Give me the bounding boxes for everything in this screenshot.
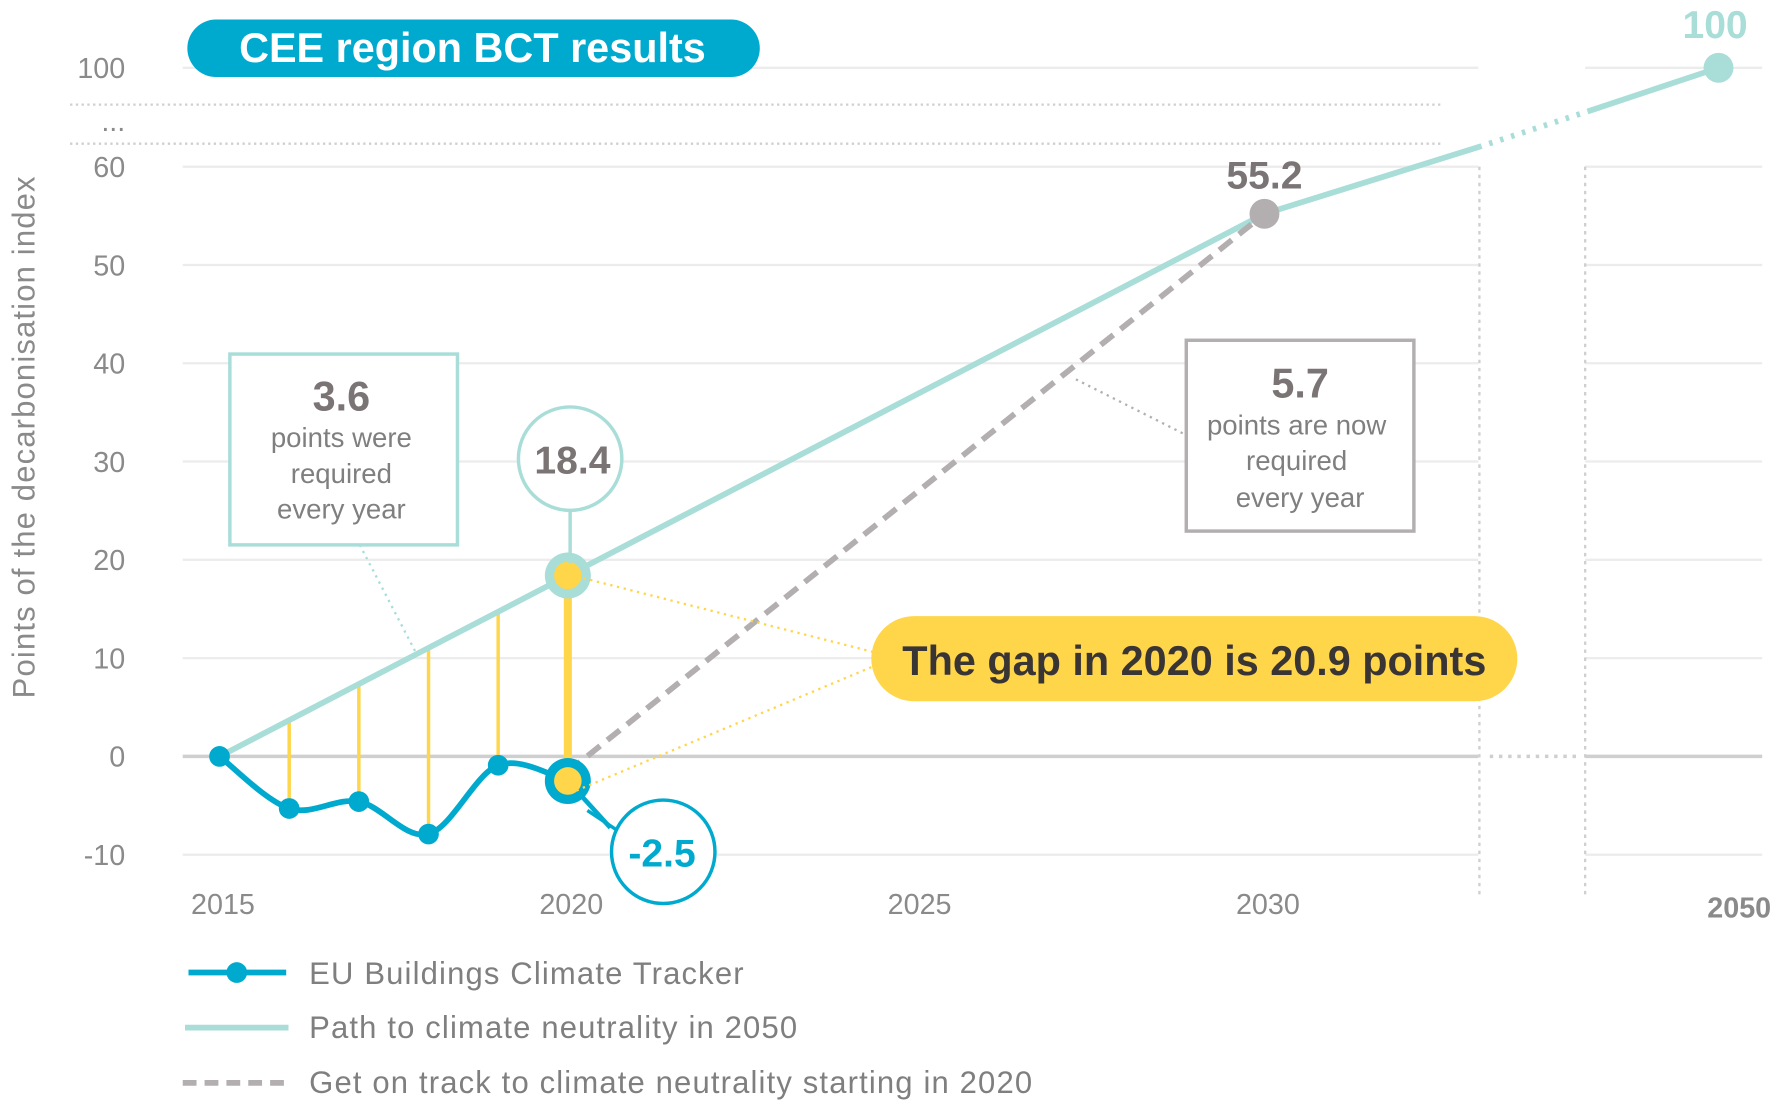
ontrack-point-2030 [1249,198,1280,229]
ontrack-line [566,211,1267,775]
path-point-2050 [1703,52,1734,83]
legend-label: Path to climate neutrality in 2050 [309,1010,798,1045]
tracker-point [209,746,230,767]
path-2020-value: 18.4 [534,440,610,483]
series-marks [209,52,1734,845]
title-badge: CEE region BCT results [187,19,760,78]
legend-label: Get on track to climate neutrality start… [309,1065,1033,1100]
y-tick-label: 100 [77,53,125,85]
tracker-line [217,754,569,838]
path-point-2020-highlight [554,561,582,590]
x-tick-label: 2030 [1236,889,1300,921]
tracker-point [278,798,300,819]
y-tick-label: 0 [109,742,125,774]
x-tick-label: 2050 [1707,892,1771,924]
y-tick-label: 50 [93,250,125,282]
y-tick-label: 60 [93,152,125,184]
legend: EU Buildings Climate Tracker Path to cli… [182,956,1033,1100]
tracker-point-highlight [554,767,582,795]
chart-title: CEE region BCT results [239,25,706,71]
gap-annotation: The gap in 2020 is 20.9 points [569,573,1518,795]
required-now-value: 5.7 [1271,361,1329,407]
y-tick-label: ... [101,106,125,138]
y-tick-label: -10 [84,840,126,872]
label-tracker-2020: -2.5 [586,798,717,906]
x-tick-label: 2015 [191,889,255,921]
gap-label: The gap in 2020 is 20.9 points [902,638,1486,684]
legend-item-path: Path to climate neutrality in 2050 [185,1010,798,1045]
y-axis-label: Points of the decarbonisation index [6,175,41,698]
annotation-required-before: 3.6 points were required every year [228,352,460,656]
legend-item-ontrack: Get on track to climate neutrality start… [182,1065,1033,1100]
tracker-point [487,754,509,776]
path-line-break [1477,108,1589,150]
path-line [1586,65,1720,115]
y-tick-label: 30 [93,447,125,479]
target-2030-value: 55.2 [1226,155,1302,198]
required-before-line: points were [271,422,412,453]
tracker-point [418,823,439,845]
required-now-line: every year [1236,482,1365,513]
target-2050-value: 100 [1682,4,1747,47]
y-tick-label: 10 [93,643,125,675]
x-tick-label: 2025 [888,889,952,921]
tracker-2020-value: -2.5 [628,833,695,876]
path-line [218,211,1266,759]
path-line [1263,144,1480,217]
required-before-line: every year [277,493,406,524]
x-axis-ticks: 2015 2020 2025 2030 2050 [191,889,1771,924]
y-tick-label: 40 [93,349,125,381]
required-now-line: required [1246,445,1347,476]
label-path-2020: 18.4 [516,405,624,564]
legend-label: EU Buildings Climate Tracker [309,956,745,991]
tracker-point [348,791,370,812]
legend-item-tracker: EU Buildings Climate Tracker [188,956,744,991]
x-tick-label: 2020 [539,889,603,921]
y-tick-label: 20 [93,545,125,577]
required-before-value: 3.6 [313,373,371,419]
required-before-line: required [291,458,392,489]
required-now-line: points are now [1207,410,1386,441]
annotation-required-now: 5.7 points are now required every year [1075,338,1416,533]
